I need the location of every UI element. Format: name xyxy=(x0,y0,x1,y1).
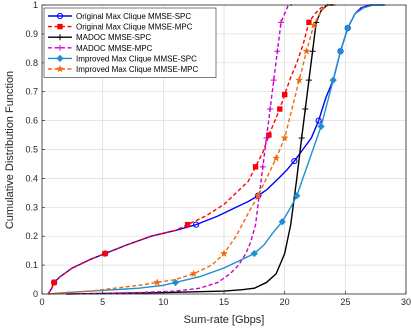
series-marker xyxy=(278,19,285,26)
y-tick-label: 0.3 xyxy=(25,202,38,212)
legend-label: MADOC MMSE-MPC xyxy=(76,44,153,53)
legend-entry: MADOC MMSE-MPC xyxy=(48,44,153,53)
series-6 xyxy=(48,4,336,295)
y-tick-label: 0.7 xyxy=(25,87,38,97)
legend-label: Improved Max Clique MMSE-MPC xyxy=(76,65,198,74)
series-layer xyxy=(47,4,386,295)
legend-entry: Improved Max Clique MMSE-SPC xyxy=(48,54,197,63)
y-tick-label: 0.8 xyxy=(25,58,38,68)
legend-entry: Improved Max Clique MMSE-MPC xyxy=(48,64,198,74)
legend-entry: Original Max Clique MMSE-SPC xyxy=(48,12,191,21)
series-marker xyxy=(102,250,108,257)
y-tick-label: 0.1 xyxy=(25,260,38,270)
series-marker xyxy=(302,47,311,55)
series-marker xyxy=(309,21,318,29)
grid-lines xyxy=(42,5,406,294)
series-5 xyxy=(48,4,386,295)
series-marker xyxy=(291,157,298,165)
x-tick-label: 20 xyxy=(280,297,290,307)
legend-label: Original Max Clique MMSE-SPC xyxy=(76,12,191,21)
legend-label: Original Max Clique MMSE-MPC xyxy=(76,23,193,32)
x-tick-label: 15 xyxy=(219,297,229,307)
series-marker xyxy=(317,122,325,131)
series-marker xyxy=(302,106,309,113)
x-axis-label: Sum-rate [Gbps] xyxy=(184,314,265,326)
legend-marker xyxy=(56,64,64,73)
series-marker xyxy=(281,91,288,98)
series-2 xyxy=(47,4,334,295)
series-marker xyxy=(280,133,289,142)
legend-marker xyxy=(57,44,63,51)
series-marker xyxy=(153,278,162,286)
series-marker xyxy=(184,221,191,228)
y-tick-label: 0.6 xyxy=(25,116,38,126)
x-tick-label: 0 xyxy=(39,297,44,307)
y-tick-label: 0.9 xyxy=(25,29,38,39)
series-marker xyxy=(51,279,57,286)
series-marker xyxy=(293,192,301,200)
y-axis-label: Cumulative Distribution Function xyxy=(4,71,16,229)
legend-marker xyxy=(57,34,63,41)
series-marker xyxy=(278,218,286,226)
series-marker xyxy=(270,77,277,84)
y-tick-label: 0 xyxy=(33,289,38,299)
y-tick-label: 0.2 xyxy=(25,231,38,241)
series-marker xyxy=(315,117,322,124)
series-marker xyxy=(336,47,345,55)
series-line xyxy=(66,4,292,295)
y-tick-label: 0.5 xyxy=(25,145,38,155)
series-marker xyxy=(267,106,274,113)
y-tick-label: 0.4 xyxy=(25,173,38,183)
series-marker xyxy=(220,249,228,257)
series-marker xyxy=(189,269,198,278)
series-marker xyxy=(259,163,266,170)
series-marker xyxy=(329,76,337,84)
series-line xyxy=(48,4,386,295)
x-tick-label: 25 xyxy=(340,297,350,307)
x-tick-label: 10 xyxy=(158,297,168,307)
series-marker xyxy=(252,164,259,170)
series-marker xyxy=(192,221,200,228)
series-line xyxy=(47,4,334,295)
series-marker xyxy=(305,77,312,84)
series-marker xyxy=(272,153,281,162)
series-marker xyxy=(295,75,304,84)
y-tick-label: 1 xyxy=(33,0,38,10)
series-marker xyxy=(344,24,352,32)
legend-marker xyxy=(57,23,63,30)
series-marker xyxy=(274,48,281,55)
x-tick-label: 5 xyxy=(100,297,105,307)
series-marker xyxy=(306,19,312,26)
series-marker xyxy=(250,249,258,258)
series-marker xyxy=(298,134,305,141)
series-marker xyxy=(263,134,270,141)
legend-label: Improved Max Clique MMSE-SPC xyxy=(76,54,197,63)
series-marker xyxy=(277,106,283,112)
series-marker xyxy=(309,48,316,55)
series-marker xyxy=(253,191,262,200)
x-tick-label: 30 xyxy=(401,297,411,307)
series-marker xyxy=(171,278,180,287)
legend-box xyxy=(43,7,217,78)
legend-marker xyxy=(56,12,64,20)
legend-marker xyxy=(56,54,64,63)
legend: Original Max Clique MMSE-SPC Original Max… xyxy=(43,7,217,78)
legend-entry: Original Max Clique MMSE-MPC xyxy=(48,23,193,32)
legend-label: MADOC MMSE-SPC xyxy=(76,33,151,42)
legend-entry: MADOC MMSE-SPC xyxy=(48,33,151,42)
